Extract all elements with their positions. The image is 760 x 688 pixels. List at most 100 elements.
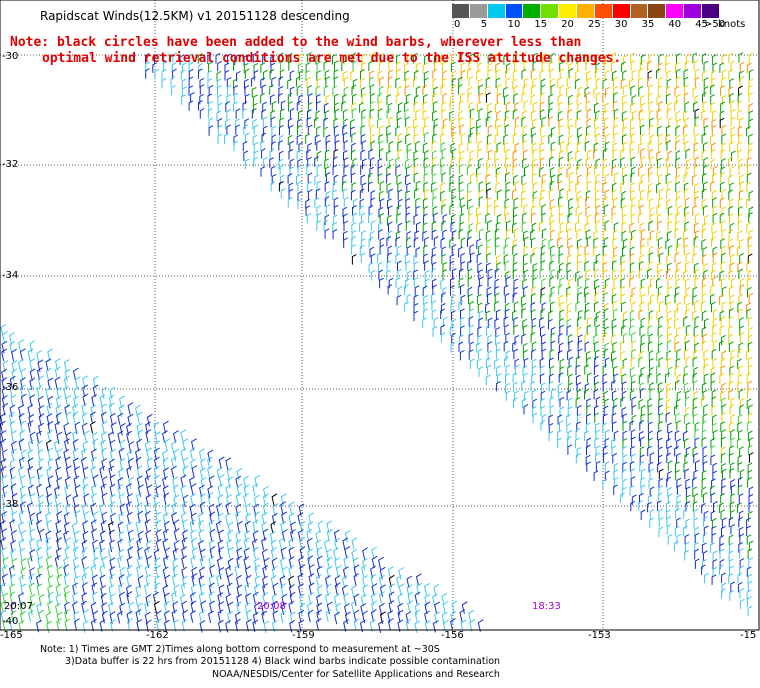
wind-barb — [144, 475, 151, 488]
wind-barb — [737, 220, 743, 231]
wind-barb — [558, 390, 563, 402]
wind-barb — [379, 277, 384, 289]
wind-barb — [126, 465, 133, 479]
wind-barb — [378, 207, 384, 218]
wind-barb — [351, 584, 357, 598]
wind-barb — [441, 292, 446, 303]
wind-barb — [406, 575, 413, 589]
wind-barb — [604, 437, 610, 449]
wind-barb — [56, 431, 63, 445]
wind-barb — [253, 503, 260, 517]
wind-barb — [577, 60, 582, 71]
wind-barb — [711, 118, 717, 130]
wind-barb — [91, 448, 97, 462]
wind-barb — [334, 582, 341, 595]
wind-barb — [694, 428, 700, 440]
wind-barb — [531, 365, 537, 377]
wind-barb — [694, 316, 700, 327]
wind-barb — [126, 610, 133, 624]
wind-barb — [198, 575, 205, 589]
wind-barb — [476, 101, 482, 112]
wind-barb — [584, 309, 590, 320]
wind-barb — [260, 62, 266, 73]
wind-barb — [29, 368, 36, 381]
wind-barb — [486, 158, 492, 169]
wind-barb — [702, 460, 708, 472]
wind-barb — [647, 325, 653, 336]
wind-barb — [577, 334, 583, 345]
wind-barb — [647, 92, 653, 104]
wind-barb — [478, 310, 484, 321]
legend-swatch — [577, 4, 595, 18]
wind-barb — [252, 483, 259, 496]
wind-barb — [351, 230, 357, 241]
wind-barb — [280, 583, 287, 596]
wind-barb — [263, 485, 269, 499]
wind-barb — [461, 601, 468, 614]
wind-barb — [279, 164, 285, 175]
wind-barb — [721, 124, 727, 136]
wind-barb — [307, 124, 313, 136]
wind-barb — [558, 118, 564, 129]
wind-barb — [450, 277, 455, 288]
wind-barb — [495, 118, 500, 129]
wind-barb — [460, 619, 467, 633]
wind-barb — [288, 101, 293, 112]
wind-barb — [674, 221, 680, 232]
wind-barb — [620, 157, 625, 168]
wind-barb — [100, 431, 107, 444]
wind-barb — [712, 429, 718, 441]
wind-barb — [522, 182, 528, 193]
grid-lines — [0, 0, 759, 630]
wind-barb — [72, 592, 78, 605]
wind-barb — [566, 142, 572, 153]
wind-barb — [379, 52, 385, 64]
wind-barb — [325, 52, 331, 64]
wind-barb — [414, 602, 421, 616]
wind-barb — [227, 610, 233, 624]
wind-barb — [307, 142, 313, 154]
wind-barb — [728, 316, 734, 327]
wind-barb — [685, 278, 690, 289]
wind-swath-southwest — [0, 324, 484, 634]
wind-barb — [640, 405, 646, 416]
wind-barb — [298, 556, 305, 569]
wind-barb — [631, 414, 637, 426]
wind-barb — [523, 204, 529, 215]
wind-barb — [145, 619, 152, 633]
wind-barb — [92, 556, 99, 570]
wind-barb — [369, 619, 376, 632]
wind-barb — [388, 205, 393, 216]
wind-barb — [674, 252, 680, 263]
wind-barb — [549, 357, 554, 368]
wind-barb — [747, 430, 753, 442]
wind-barb — [730, 100, 735, 111]
wind-barb — [36, 440, 43, 454]
wind-barb — [586, 180, 592, 192]
wind-barb — [73, 546, 79, 559]
wind-barb — [245, 565, 251, 579]
wind-barb — [154, 68, 160, 80]
wind-barb — [675, 174, 680, 186]
wind-barb — [217, 102, 223, 113]
wind-barb — [746, 589, 752, 601]
wind-barb — [442, 261, 448, 273]
wind-barb — [101, 602, 108, 615]
wind-barb — [487, 268, 493, 280]
wind-barb — [523, 372, 528, 384]
wind-barb — [604, 326, 609, 337]
wind-barb — [496, 84, 502, 95]
wind-barb — [640, 413, 646, 425]
wind-barb — [227, 601, 234, 615]
wind-barb — [595, 198, 600, 209]
wind-barb — [729, 445, 734, 456]
wind-barb — [333, 125, 339, 136]
wind-barb — [746, 525, 751, 536]
wind-barb — [631, 69, 637, 81]
wind-barb — [593, 148, 598, 159]
wind-barb — [648, 316, 653, 327]
wind-barb — [521, 52, 527, 63]
wind-barb — [558, 372, 564, 383]
wind-barb — [362, 547, 368, 560]
wind-barb — [503, 54, 509, 65]
